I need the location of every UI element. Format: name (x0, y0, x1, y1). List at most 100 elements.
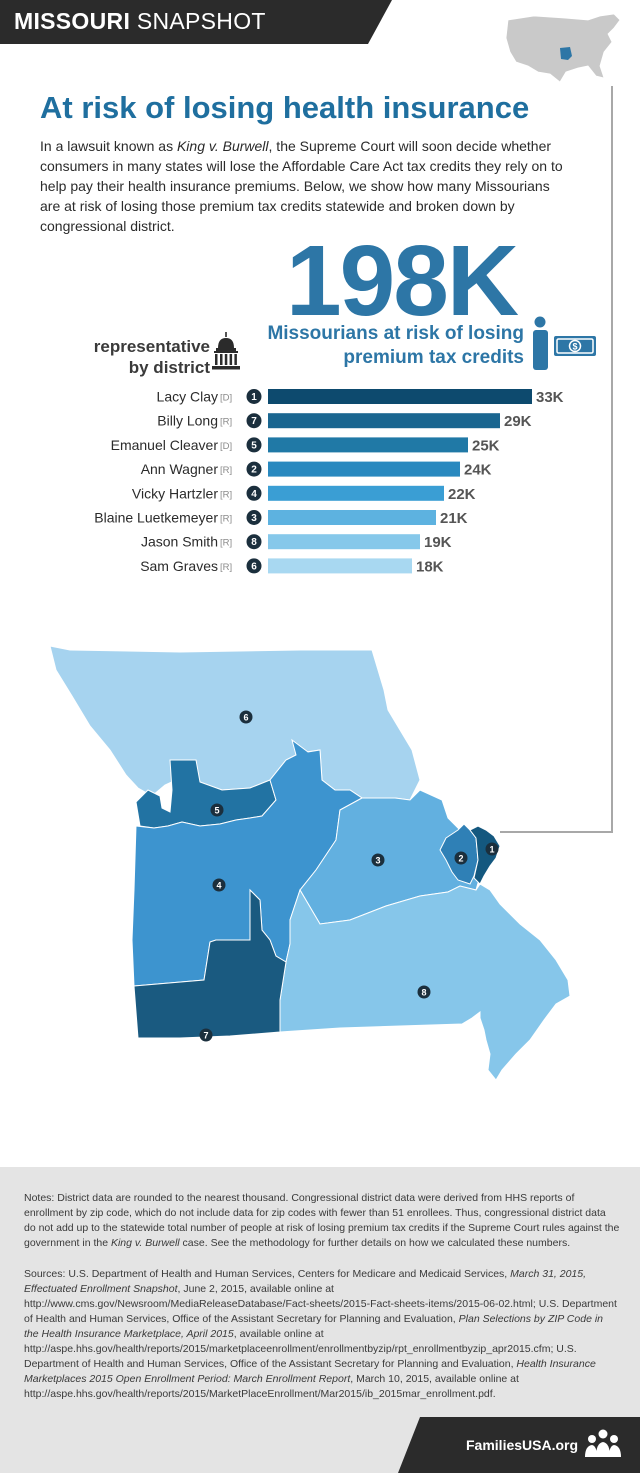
svg-text:8: 8 (421, 988, 426, 998)
svg-text:$: $ (572, 342, 577, 352)
bar-district-number: 2 (251, 465, 257, 476)
notes-text-a: Notes: District data are rounded to the … (24, 1192, 620, 1249)
sources-title-2: Plan Selections by ZIP Code in the Healt… (24, 1313, 603, 1340)
statewide-caption-line-1: Missourians at risk of losing (267, 323, 524, 344)
bar-district-badge (246, 389, 262, 404)
bar-district-number: 3 (251, 513, 257, 524)
bar-rep-name: Vicky Hartzler (132, 485, 218, 501)
map-label-5: 5 (210, 803, 224, 817)
bar-rep-name: Emanuel Cleaver (111, 437, 219, 453)
svg-text:1: 1 (489, 845, 494, 855)
bar-value-label: 19K (424, 534, 452, 551)
page-title: At risk of losing health insurance (40, 90, 530, 125)
bar (268, 485, 444, 501)
us-locator-map-icon (505, 13, 621, 83)
svg-text:5: 5 (214, 806, 219, 816)
header-snapshot: SNAPSHOT (130, 8, 266, 34)
sources-text-d: , March 10, 2015, available online at ht… (24, 1373, 519, 1400)
bar (268, 413, 500, 429)
bar-party-tag: [R] (220, 514, 232, 525)
sources-text-b: , June 2, 2015, available online at http… (24, 1283, 617, 1325)
bar-party-tag: [R] (220, 562, 232, 573)
bar-district-badge (246, 510, 262, 525)
bar (268, 461, 460, 477)
bar-rep-name: Sam Graves (140, 558, 218, 574)
intro-paragraph: In a lawsuit known as King v. Burwell, t… (40, 136, 570, 236)
svg-text:2: 2 (458, 854, 463, 864)
bar (268, 389, 532, 404)
svg-text:4: 4 (216, 881, 221, 891)
bar-district-badge (246, 558, 262, 574)
sources-text-a: Sources: U.S. Department of Health and H… (24, 1268, 511, 1280)
footer-banner (398, 1417, 640, 1473)
map-label-7: 7 (199, 1028, 213, 1042)
notes-text-b: case. See the methodology for further de… (179, 1237, 571, 1249)
bar-district-number: 7 (251, 416, 257, 427)
sources-text-c: , available online at http://aspe.hhs.go… (24, 1328, 577, 1370)
bar-value-label: 33K (536, 389, 564, 406)
representative-label: representative by district (58, 336, 210, 378)
bar-value-label: 22K (448, 486, 476, 503)
bar-district-number: 4 (251, 489, 257, 500)
statewide-caption: Missourians at risk of losing premium ta… (252, 322, 524, 370)
bar (268, 437, 468, 453)
bar (268, 510, 436, 525)
footer-site-link[interactable]: FamiliesUSA.org (466, 1437, 579, 1453)
intro-case-name: King v. Burwell (176, 138, 269, 154)
notes-paragraph: Notes: District data are rounded to the … (24, 1191, 620, 1251)
svg-text:7: 7 (203, 1031, 208, 1041)
bar-district-number: 8 (251, 537, 257, 548)
bar-district-badge (246, 534, 262, 550)
map-label-1: 1 (485, 842, 499, 856)
sources-title-1: March 31, 2015, Effectuated Enrollment S… (24, 1268, 587, 1295)
bar-value-label: 24K (464, 462, 492, 479)
district-6-region (49, 645, 421, 801)
bar-district-badge (246, 461, 262, 477)
bar-district-badge (246, 413, 262, 429)
bar (268, 558, 412, 574)
notes-case-name: King v. Burwell (110, 1237, 180, 1249)
missouri-highlight (560, 47, 572, 60)
bar-party-tag: [R] (220, 489, 232, 500)
bar-value-label: 29K (504, 413, 532, 430)
bar-party-tag: [R] (220, 465, 232, 476)
bar-district-number: 6 (251, 561, 257, 572)
sources-paragraph: Sources: U.S. Department of Health and H… (24, 1267, 620, 1402)
map-label-6: 6 (239, 710, 253, 724)
person-with-money-icon: $ (533, 316, 596, 370)
statewide-caption-line-2: premium tax credits (343, 347, 524, 368)
sources-title-3: Health Insurance Marketplaces 2015 Open … (24, 1358, 596, 1385)
bar-party-tag: [R] (220, 417, 232, 428)
intro-part-2: , the Supreme Court will soon decide whe… (40, 138, 563, 234)
bar-rep-name: Lacy Clay (157, 389, 218, 405)
footer-banner-shape (398, 1417, 640, 1473)
bar-value-label: 18K (416, 558, 444, 575)
bar-rep-name: Jason Smith (141, 534, 218, 550)
statewide-total: 198K (286, 225, 519, 337)
bar-party-tag: [D] (220, 393, 232, 404)
map-label-8: 8 (417, 985, 431, 999)
families-usa-logo-icon (585, 1429, 621, 1457)
district-1-region (469, 825, 501, 885)
district-8-region (279, 883, 571, 1081)
bar-rep-name: Billy Long (157, 413, 218, 429)
rep-label-line-1: representative (93, 337, 210, 356)
bar (268, 534, 420, 550)
district-7-region (133, 888, 287, 1039)
map-label-3: 3 (371, 853, 385, 867)
bar-value-label: 25K (472, 437, 500, 454)
rep-label-line-2: by district (128, 358, 210, 377)
header-title: MISSOURI SNAPSHOT (14, 8, 266, 35)
svg-text:3: 3 (375, 856, 380, 866)
bar-district-number: 5 (251, 440, 257, 451)
capitol-icon (212, 332, 240, 370)
bar-rep-name: Blaine Luetkemeyer (94, 510, 218, 526)
header-banner-shape (0, 0, 392, 44)
bar-district-number: 1 (251, 392, 257, 403)
bar-party-tag: [D] (220, 441, 232, 452)
missouri-district-map: 6 5 4 3 2 1 8 7 (49, 645, 571, 1081)
bar-value-label: 21K (440, 510, 468, 527)
frame-line-vertical (611, 86, 613, 832)
intro-part-1: In a lawsuit known as (40, 138, 177, 154)
